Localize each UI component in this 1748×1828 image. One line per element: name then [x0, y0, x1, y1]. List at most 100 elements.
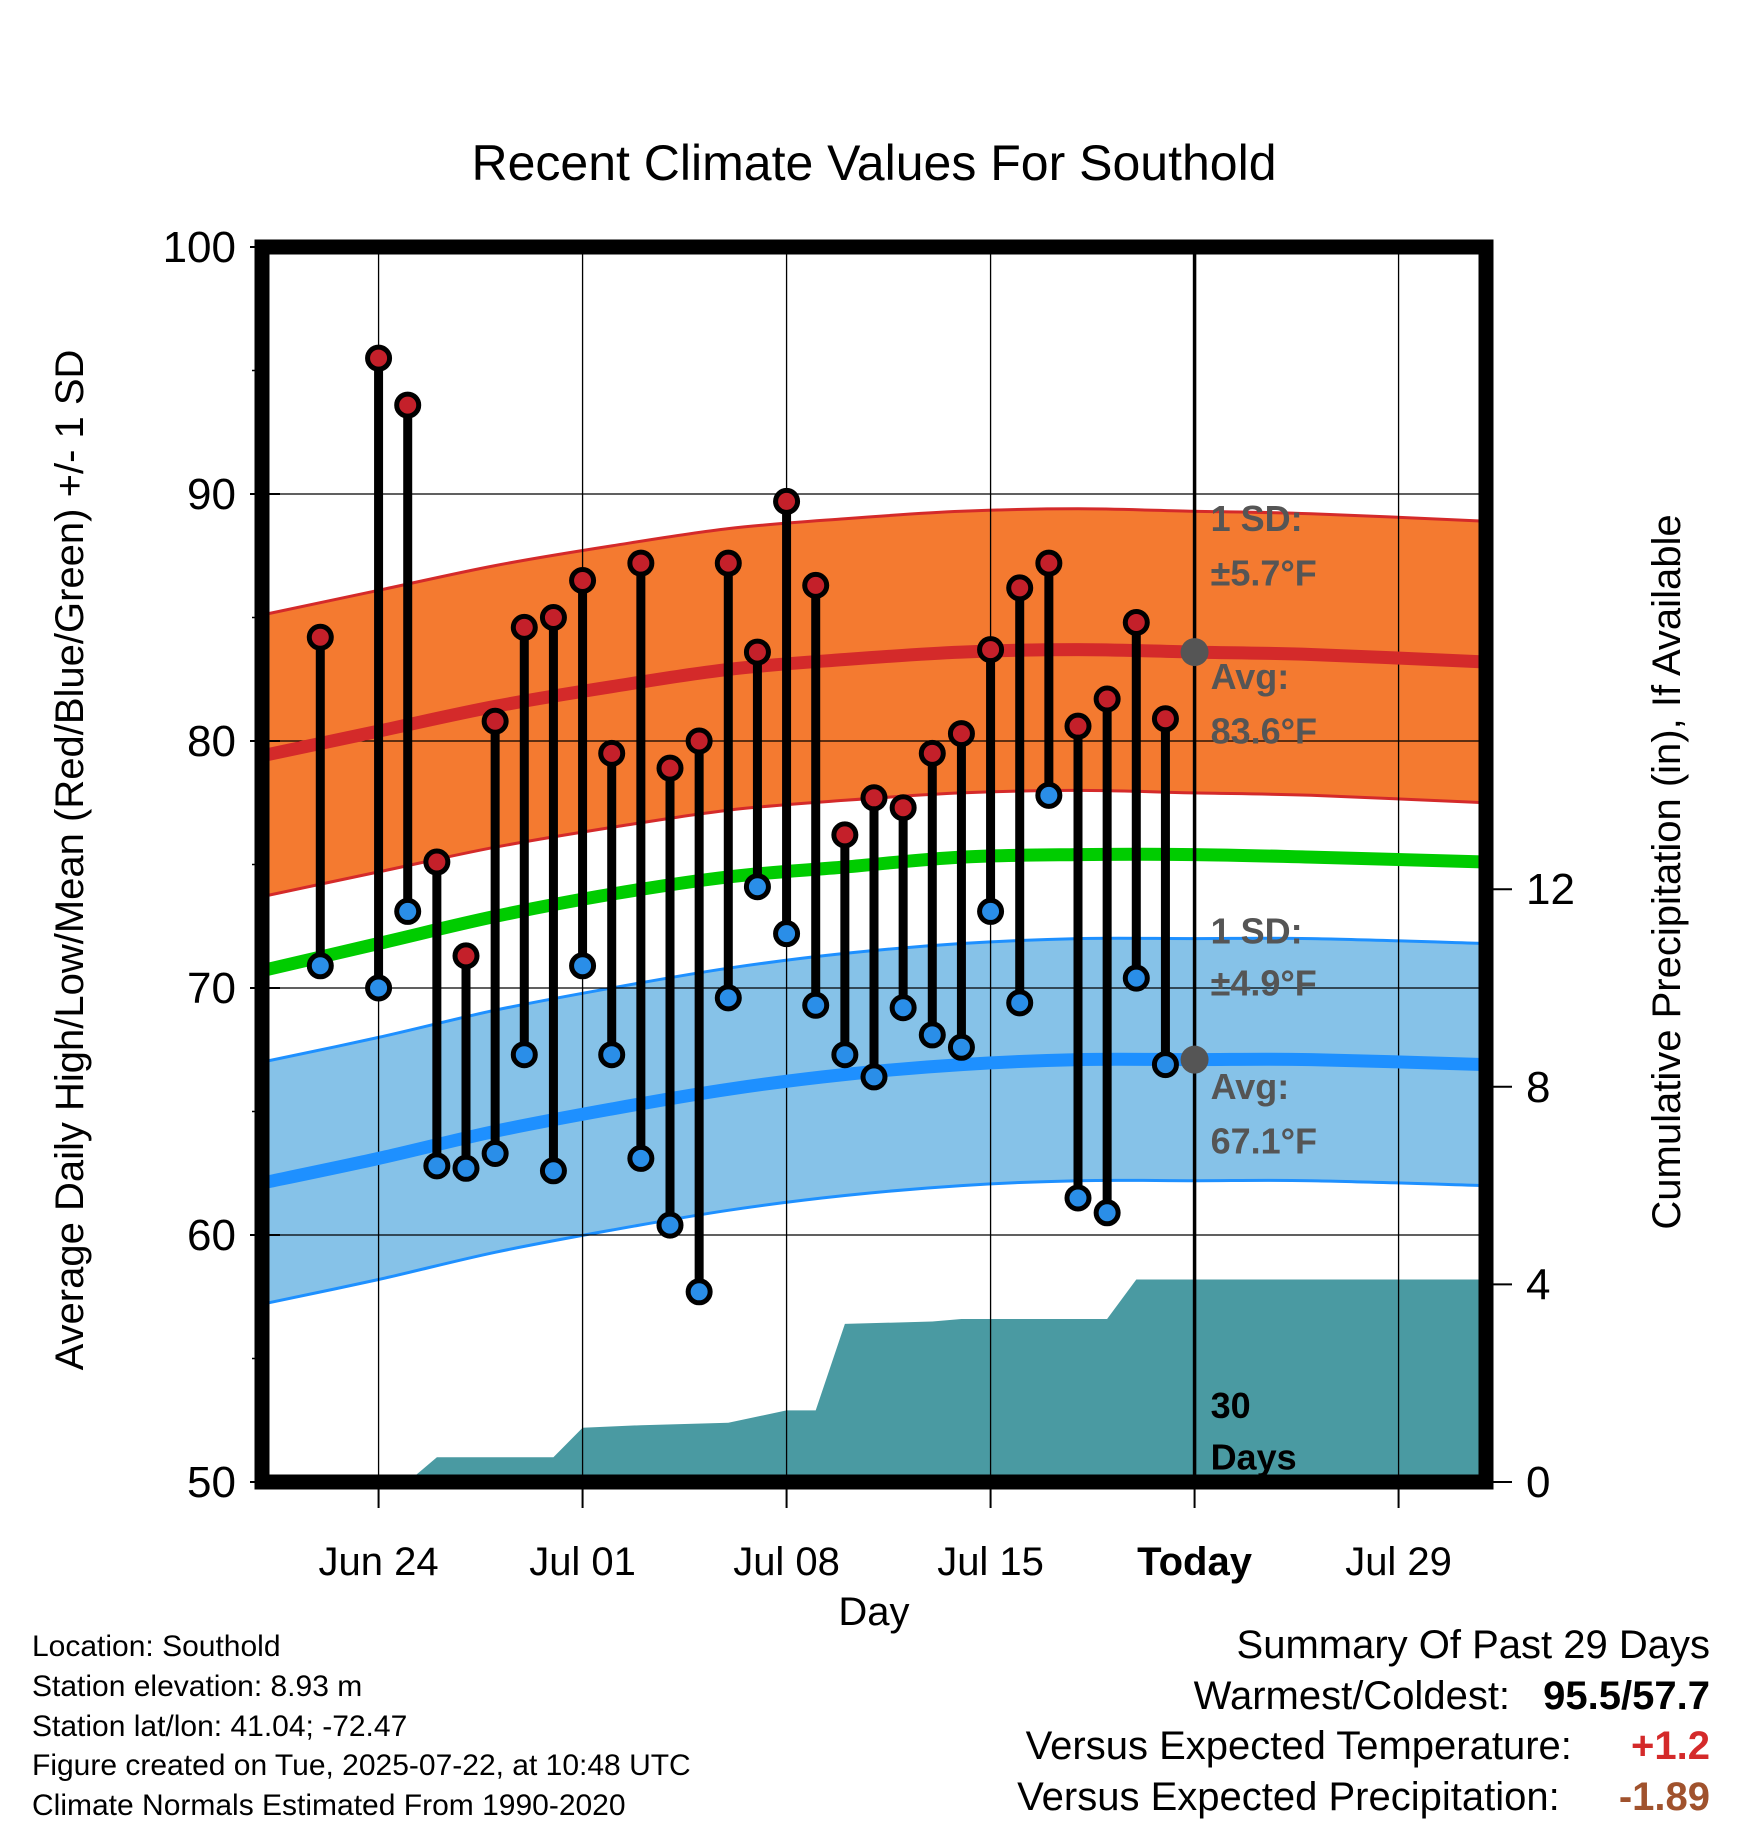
y2-tick-label: 0: [1526, 1458, 1550, 1507]
y-tick-label: 50: [187, 1458, 236, 1507]
low-avg-label: Avg:: [1211, 1066, 1290, 1107]
warmest-coldest-label: Warmest/Coldest:: [1193, 1674, 1511, 1718]
high-sd-value: ±5.7°F: [1211, 552, 1317, 593]
y2-tick-label: 8: [1526, 1063, 1550, 1112]
info-normals: Climate Normals Estimated From 1990-2020: [32, 1789, 626, 1822]
obs-low-point: [743, 873, 771, 901]
obs-low-point: [510, 1041, 538, 1069]
obs-high-point: [743, 638, 771, 666]
obs-low-point: [1064, 1184, 1092, 1212]
obs-low-point: [889, 994, 917, 1022]
obs-low-point: [539, 1157, 567, 1185]
high-avg-today-marker: [1180, 638, 1209, 667]
obs-low-point: [947, 1033, 975, 1061]
x-tick-label: Jul 01: [529, 1540, 636, 1584]
mean-avg-line: [260, 847, 1487, 978]
obs-high-point: [598, 739, 626, 767]
high-sd-band-fill: [262, 508, 1486, 897]
info-latlon: Station lat/lon: 41.04; -72.47: [32, 1710, 408, 1743]
obs-low-point: [977, 897, 1005, 925]
chart-title: Recent Climate Values For Southold: [471, 135, 1276, 191]
days-count-label: 30: [1211, 1385, 1251, 1426]
y2-tick-label: 12: [1526, 865, 1575, 914]
obs-low-point: [394, 897, 422, 925]
obs-high-point: [569, 566, 597, 594]
obs-low-point: [1122, 964, 1150, 992]
obs-low-point: [627, 1144, 655, 1172]
obs-low-point: [802, 991, 830, 1019]
y-axis-label: Average Daily High/Low/Mean (Red/Blue/Gr…: [48, 350, 92, 1371]
obs-low-point: [918, 1021, 946, 1049]
precip-value: -1.89: [1618, 1775, 1710, 1819]
precip-label: Versus Expected Precipitation:: [1017, 1775, 1560, 1819]
x-tick-label: Jul 15: [937, 1540, 1044, 1584]
normal-bands: [261, 507, 1487, 1306]
obs-high-point: [1151, 705, 1179, 733]
obs-high-point: [1064, 712, 1092, 740]
y-tick-label: 80: [187, 717, 236, 766]
obs-high-point: [773, 487, 801, 515]
y2-tick-label: 4: [1526, 1260, 1550, 1309]
obs-low-point: [1006, 989, 1034, 1017]
obs-high-point: [1093, 685, 1121, 713]
obs-low-point: [685, 1278, 713, 1306]
obs-low-point: [1035, 781, 1063, 809]
y-tick-label: 60: [187, 1211, 236, 1260]
info-created: Figure created on Tue, 2025-07-22, at 10…: [32, 1749, 691, 1782]
summary-title: Summary Of Past 29 Days: [1236, 1623, 1710, 1667]
low-avg-today-marker: [1180, 1045, 1209, 1074]
obs-low-point: [831, 1041, 859, 1069]
obs-high-point: [394, 391, 422, 419]
obs-low-point: [714, 984, 742, 1012]
obs-low-point: [365, 974, 393, 1002]
warmest-coldest-value: 95.5/57.7: [1543, 1674, 1710, 1718]
x-tick-label: Jul 08: [733, 1540, 840, 1584]
obs-low-point: [569, 952, 597, 980]
low-sd-value: ±4.9°F: [1211, 962, 1317, 1003]
high-sd-label: 1 SD:: [1211, 498, 1303, 539]
obs-high-point: [365, 344, 393, 372]
high-avg-value: 83.6°F: [1211, 710, 1317, 751]
obs-low-point: [423, 1152, 451, 1180]
obs-high-point: [423, 848, 451, 876]
obs-high-point: [889, 794, 917, 822]
precipitation-area: [262, 1279, 1486, 1482]
obs-high-point: [1035, 549, 1063, 577]
band-annotations: 1 SD: ±5.7°F Avg: 83.6°F 1 SD: ±4.9°F Avg: 67.1…: [1211, 498, 1317, 1478]
high-avg-label: Avg:: [1211, 656, 1290, 697]
info-elevation: Station elevation: 8.93 m: [32, 1670, 363, 1703]
days-unit-label: Days: [1211, 1437, 1297, 1478]
obs-low-point: [452, 1154, 480, 1182]
summary-temperature: Versus Expected Temperature: +1.2: [1026, 1724, 1710, 1769]
obs-high-point: [977, 636, 1005, 664]
y-tick-label: 100: [163, 223, 236, 272]
x-tick-label: Jun 24: [319, 1540, 439, 1584]
obs-high-point: [627, 549, 655, 577]
obs-high-point: [539, 604, 567, 631]
obs-low-point: [306, 952, 334, 980]
obs-low-point: [773, 920, 801, 948]
low-avg-value: 67.1°F: [1211, 1120, 1317, 1161]
y-tick-label: 70: [187, 964, 236, 1013]
obs-high-point: [306, 623, 334, 651]
summary-warmest-coldest: Warmest/Coldest: 95.5/57.7: [1194, 1674, 1710, 1719]
axes: 50 60 70 80 90 100 0 4 8 12 Jun 24 Jul 01 Jul 08 Jul …: [163, 223, 1575, 1584]
temp-value: +1.2: [1631, 1724, 1710, 1768]
obs-high-point: [1122, 608, 1150, 636]
info-location: Location: Southold: [32, 1630, 281, 1663]
obs-high-point: [714, 549, 742, 577]
high-sd-band-upper-edge: [261, 507, 1487, 617]
high-avg-line: [260, 643, 1487, 763]
x-tick-label: Today: [1137, 1540, 1253, 1584]
daily-observations: [306, 344, 1209, 1306]
obs-low-point: [1151, 1051, 1179, 1079]
obs-high-point: [947, 720, 975, 748]
obs-high-point: [685, 727, 713, 755]
high-sd-band-lower-edge: [261, 788, 1487, 899]
low-sd-label: 1 SD:: [1211, 911, 1303, 952]
obs-high-point: [802, 571, 830, 599]
obs-low-point: [481, 1139, 509, 1167]
obs-high-point: [860, 784, 888, 812]
summary-precipitation: Versus Expected Precipitation: -1.89: [1017, 1775, 1710, 1820]
